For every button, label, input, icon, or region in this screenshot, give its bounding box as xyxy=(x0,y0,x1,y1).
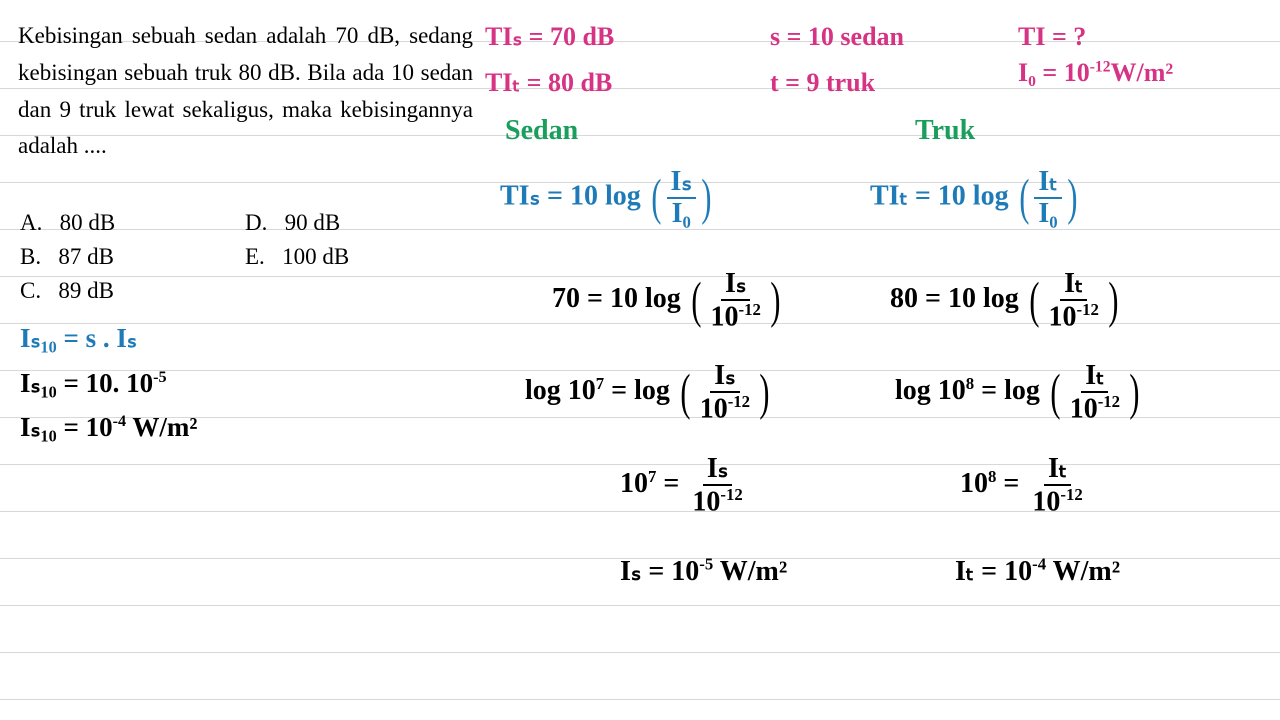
given-s: s = 10 sedan xyxy=(770,22,904,52)
truk-formula: TIₜ = 10 log (IₜI₀) xyxy=(870,168,1080,228)
given-I0: I₀ = 10-12W/m² xyxy=(1018,58,1173,88)
problem-statement: Kebisingan sebuah sedan adalah 70 dB, se… xyxy=(18,18,473,165)
combined-result: Iₛ₁₀ = 10-4 W/m² xyxy=(20,412,198,443)
option-c: C. 89 dB xyxy=(20,278,245,304)
given-TIt: TIₜ = 80 dB xyxy=(485,68,612,98)
option-b: B. 87 dB xyxy=(20,244,245,270)
option-d: D. 90 dB xyxy=(245,210,340,236)
sedan-step-1: 70 = 10 log (Iₛ10-12) xyxy=(552,270,784,331)
combined-step-1: Iₛ₁₀ = 10. 10-5 xyxy=(20,368,167,399)
truk-result: Iₜ = 10-4 W/m² xyxy=(955,554,1120,588)
truk-header: Truk xyxy=(915,115,975,147)
sedan-step-2: log 107 = log (Iₛ10-12) xyxy=(525,362,773,423)
given-t: t = 9 truk xyxy=(770,68,875,98)
sedan-header: Sedan xyxy=(505,115,578,147)
truk-step-3: 108 = Iₜ10-12 xyxy=(960,455,1089,516)
sedan-step-3: 107 = Iₛ10-12 xyxy=(620,455,749,516)
truk-step-1: 80 = 10 log (Iₜ10-12) xyxy=(890,270,1122,331)
sedan-result: Iₛ = 10-5 W/m² xyxy=(620,554,787,588)
option-e: E. 100 dB xyxy=(245,244,349,270)
sedan-formula: TIₛ = 10 log (IₛI₀) xyxy=(500,168,715,228)
truk-step-2: log 108 = log (Iₜ10-12) xyxy=(895,362,1143,423)
given-TI: TI = ? xyxy=(1018,22,1086,52)
combined-formula: Iₛ₁₀ = s . Iₛ xyxy=(20,323,137,354)
given-TIs: TIₛ = 70 dB xyxy=(485,22,614,52)
option-a: A. 80 dB xyxy=(20,210,245,236)
answer-options: A. 80 dB D. 90 dB B. 87 dB E. 100 dB C. … xyxy=(20,210,349,312)
